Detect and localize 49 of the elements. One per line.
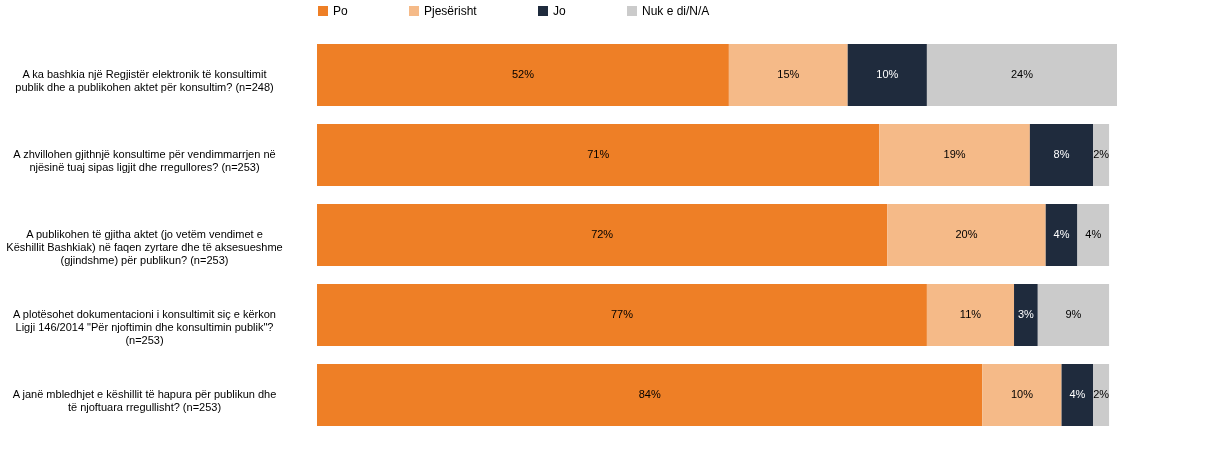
data-label: 10% <box>1010 388 1034 400</box>
data-label: 4% <box>1053 228 1070 240</box>
bar <box>982 364 1062 426</box>
bar <box>1014 284 1038 346</box>
y-tick-label: A ka bashkia një Regjistër elektronik të konsultimit publik dhe a publikohen aktet për konsultim? (n=248) <box>15 68 274 93</box>
data-label: 84% <box>638 388 661 400</box>
data-label: 15% <box>777 68 800 80</box>
data-label: 2% <box>1093 148 1110 160</box>
bar <box>317 284 927 346</box>
bar <box>847 44 927 106</box>
data-label: 10% <box>876 68 899 80</box>
bar <box>317 44 729 106</box>
bar <box>728 44 848 106</box>
legend-label: Po <box>333 4 348 18</box>
data-label: 9% <box>1065 308 1082 320</box>
bar <box>1093 364 1110 426</box>
bar <box>1045 204 1078 266</box>
bar <box>1061 364 1094 426</box>
bar <box>317 124 880 186</box>
data-label: 4% <box>1085 228 1102 240</box>
data-label: 2% <box>1093 388 1110 400</box>
bar <box>887 204 1046 266</box>
data-label: 19% <box>943 148 966 160</box>
bar <box>926 44 1117 106</box>
y-tick-label: A plotësohet dokumentacioni i konsultimit siç e kërkon Ligji 146/2014 "Për njoftimin dhe konsultimin publik"? (n=253) <box>13 308 276 346</box>
bar <box>1029 124 1094 186</box>
y-tick-label: A janë mbledhjet e këshillit të hapura për publikun dhe të njoftuara rregullisht? (n=253) <box>12 388 277 413</box>
y-tick-label: A publikohen të gjitha aktet (jo vetëm vendimet e Këshillit Bashkiak) në faqen zyrtare dhe të aksesueshme (gjindshme) për publikun? (n=253) <box>6 228 283 266</box>
legend-label: Nuk e di/N/A <box>642 4 710 18</box>
bar <box>879 124 1030 186</box>
data-label: 11% <box>959 308 982 320</box>
y-tick-label: A zhvillohen gjithnjë konsultime për vendimmarrjen në njësinë tuaj sipas ligjit dhe rregullores? (n=253) <box>13 148 276 173</box>
data-label: 24% <box>1010 68 1034 80</box>
data-label: 3% <box>1017 308 1035 320</box>
data-label: 77% <box>610 308 634 320</box>
data-label: 20% <box>955 228 978 240</box>
legend-label: Jo <box>553 4 566 18</box>
bar <box>317 204 888 266</box>
bar <box>926 284 1015 346</box>
bar <box>317 364 983 426</box>
data-label: 8% <box>1053 148 1070 160</box>
legend-label: Pjesërisht <box>424 4 478 18</box>
bar <box>1037 284 1110 346</box>
bar <box>1077 204 1110 266</box>
data-label: 72% <box>591 228 614 240</box>
bar <box>1093 124 1110 186</box>
data-label: 4% <box>1069 388 1086 400</box>
data-label: 52% <box>511 68 535 80</box>
data-label: 71% <box>587 148 610 160</box>
